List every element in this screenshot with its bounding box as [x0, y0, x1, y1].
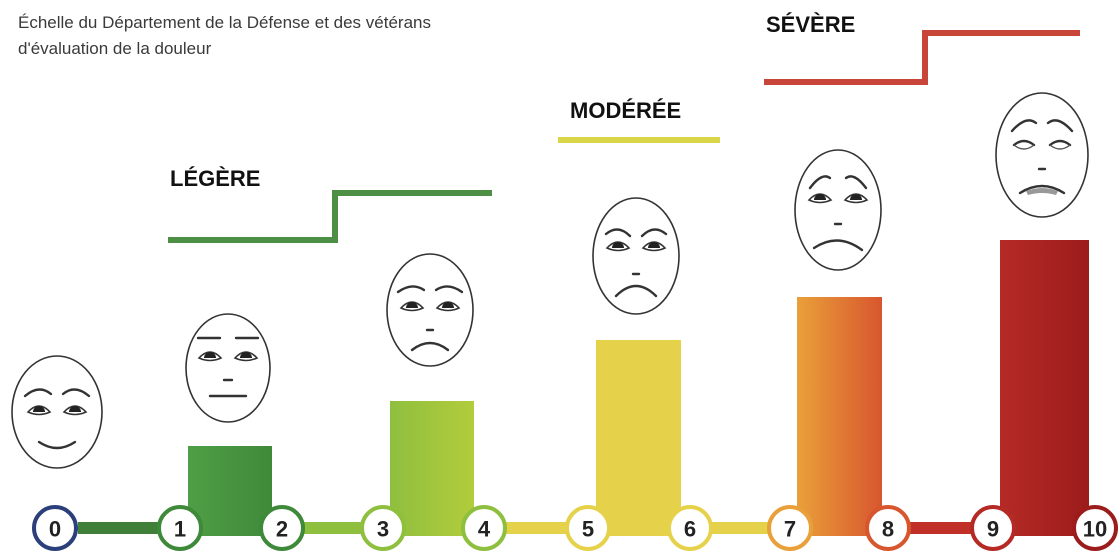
scale-number: 7 — [784, 517, 796, 542]
level-label: LÉGÈRE — [170, 166, 260, 191]
level-label: MODÉRÉE — [570, 98, 681, 123]
bar — [1000, 240, 1089, 536]
scale-number: 9 — [987, 517, 999, 542]
face — [387, 254, 473, 366]
bar — [596, 340, 681, 536]
scale-number: 4 — [478, 517, 491, 542]
connector — [506, 522, 566, 534]
scale-number: 0 — [49, 517, 61, 542]
title-line: Échelle du Département de la Défense et … — [18, 13, 431, 32]
face — [996, 93, 1088, 217]
connector — [712, 522, 768, 534]
scale-number: 5 — [582, 517, 594, 542]
level-label: SÉVÈRE — [766, 12, 855, 37]
level-line — [764, 33, 1080, 82]
scale-number: 8 — [882, 517, 894, 542]
connector — [78, 522, 158, 534]
scale-number: 1 — [174, 517, 186, 542]
face — [12, 356, 102, 468]
bar — [390, 401, 474, 536]
scale-number: 6 — [684, 517, 696, 542]
scale-number: 2 — [276, 517, 288, 542]
connector — [304, 522, 362, 534]
level-line — [168, 193, 492, 240]
faces — [12, 93, 1088, 468]
face — [593, 198, 679, 314]
face — [186, 314, 270, 422]
pain-scale: Échelle du Département de la Défense et … — [0, 0, 1120, 555]
scale-number: 3 — [377, 517, 389, 542]
face — [795, 150, 881, 270]
scale-number: 10 — [1083, 517, 1107, 542]
title-line: d'évaluation de la douleur — [18, 39, 212, 58]
bar — [797, 297, 882, 536]
connector — [910, 522, 972, 534]
